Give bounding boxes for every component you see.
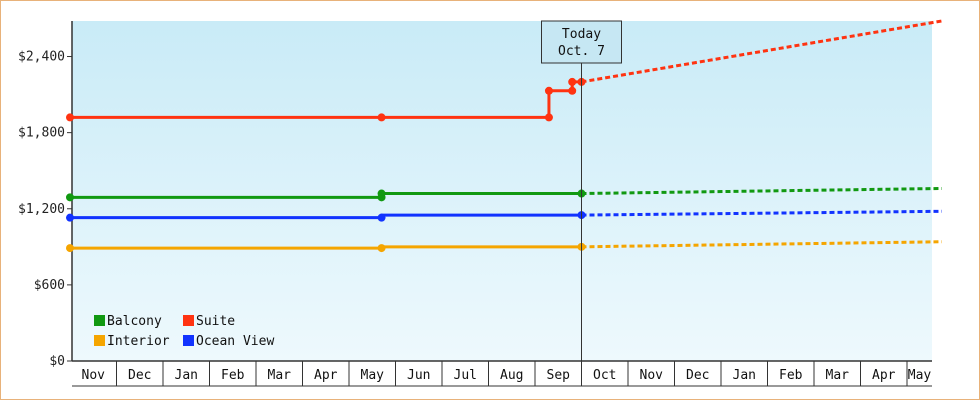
- data-point: [568, 77, 577, 86]
- x-tick-label: Oct: [593, 368, 616, 383]
- y-tick-label: $0: [49, 354, 65, 369]
- legend-swatch: [183, 335, 194, 346]
- x-tick-label: Jul: [454, 368, 477, 383]
- data-point: [66, 193, 74, 202]
- legend-swatch: [183, 315, 194, 326]
- series-line-2: [70, 245, 582, 250]
- series-forecast-2: [581, 240, 942, 249]
- x-tick-label: Jan: [175, 368, 198, 383]
- data-point: [66, 244, 74, 253]
- data-point: [544, 113, 553, 122]
- x-tick-label: Sep: [547, 368, 571, 383]
- x-tick-label: Aug: [500, 368, 523, 383]
- data-point: [66, 113, 74, 122]
- today-box: [541, 20, 622, 64]
- data-point: [377, 189, 386, 198]
- x-tick-label: Feb: [779, 368, 803, 383]
- series-forecast-0: [581, 186, 942, 196]
- x-tick-label: May: [361, 368, 385, 383]
- data-point: [377, 244, 386, 253]
- x-tick-label: Jun: [407, 368, 430, 383]
- y-tick-label: $2,400: [18, 50, 65, 65]
- data-point: [377, 113, 386, 122]
- legend-label: Interior: [107, 334, 170, 349]
- legend-label: Suite: [196, 314, 235, 329]
- x-tick-label: May: [908, 368, 932, 383]
- legend-label: Ocean View: [196, 334, 274, 349]
- today-date: Oct. 7: [558, 44, 605, 59]
- legend-label: Balcony: [107, 314, 162, 329]
- legend-swatch: [94, 315, 105, 326]
- y-tick-label: $600: [34, 278, 65, 293]
- y-axis: $0 $600 $1,200 $1,800 $2,400: [18, 21, 73, 369]
- data-point: [377, 213, 386, 222]
- plot-area: [72, 21, 932, 361]
- y-tick-label: $1,200: [18, 202, 65, 217]
- x-tick-label: Feb: [221, 368, 245, 383]
- y-tick-label: $1,800: [18, 126, 65, 141]
- x-tick-label: Mar: [826, 368, 850, 383]
- data-point: [568, 86, 577, 95]
- data-point: [66, 213, 74, 222]
- x-tick-label: Nov: [640, 368, 664, 383]
- x-tick-label: Mar: [268, 368, 292, 383]
- series-forecast-1: [581, 19, 943, 84]
- x-tick-label: Apr: [314, 368, 338, 383]
- series-forecast-3: [581, 209, 942, 217]
- x-tick-label: Nov: [82, 368, 106, 383]
- x-tick-label: Dec: [686, 368, 709, 383]
- today-label: Today: [562, 27, 601, 42]
- x-tick-label: Apr: [872, 368, 896, 383]
- x-tick-label: Jan: [733, 368, 756, 383]
- legend-swatch: [94, 335, 105, 346]
- series-lines: [66, 19, 943, 253]
- legend: Balcony Suite Interior Ocean View: [94, 314, 274, 349]
- today-marker: Today Oct. 7: [541, 20, 622, 361]
- x-tick-label: Dec: [128, 368, 151, 383]
- x-axis: Nov Dec Jan Feb Mar Apr May Jun Jul Aug Sep Oct Nov D…: [72, 360, 932, 387]
- data-point: [544, 86, 553, 95]
